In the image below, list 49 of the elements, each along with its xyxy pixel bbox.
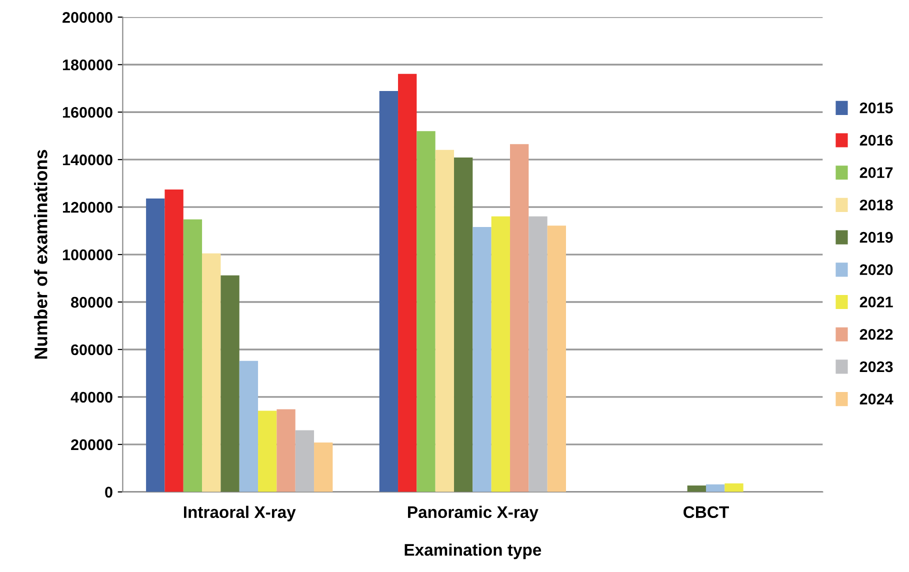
bar (416, 131, 436, 492)
y-tick-label: 60000 (71, 344, 112, 356)
x-tick-label: CBCT (684, 506, 729, 518)
x-axis-title: Examination type (404, 544, 542, 560)
y-tick-label: 80000 (71, 296, 112, 308)
y-tick-label: 100000 (62, 249, 112, 260)
bar (314, 442, 333, 492)
bar (398, 74, 417, 492)
legend-label: 2021 (860, 296, 893, 308)
x-tick-label: Panoramic X-ray (408, 506, 538, 522)
y-tick-label: 20000 (71, 439, 112, 450)
legend-label: 2016 (860, 134, 893, 146)
bar (528, 216, 548, 492)
bar (239, 360, 258, 492)
y-axis-title: Number of examinations (34, 150, 48, 359)
bar (706, 484, 725, 492)
bar (724, 483, 744, 492)
legend-label: 2018 (860, 200, 893, 210)
bar (510, 144, 529, 492)
bar (202, 253, 221, 492)
bar (379, 90, 398, 492)
bar (472, 227, 492, 492)
bar (295, 430, 314, 492)
legend-label: 2019 (860, 232, 893, 243)
bar (435, 150, 454, 492)
bar (491, 216, 510, 492)
y-tick-label: 0 (105, 486, 112, 498)
y-tick-label: 40000 (70, 392, 112, 403)
bar (164, 190, 184, 492)
legend-label: 2022 (860, 328, 893, 340)
bar (687, 486, 706, 492)
bar (183, 219, 202, 492)
y-tick-label: 120000 (62, 202, 112, 213)
bar (146, 198, 165, 492)
bar (258, 410, 277, 492)
y-tick-label: 160000 (62, 106, 112, 118)
bar (276, 409, 296, 492)
x-tick-label: Intraoral X-ray (184, 506, 296, 522)
bar (454, 157, 473, 492)
legend-label: 2020 (860, 264, 893, 276)
y-tick-label: 200000 (62, 12, 112, 23)
bar (547, 226, 566, 492)
y-tick-label: 180000 (62, 60, 112, 70)
y-tick-label: 140000 (62, 154, 112, 166)
legend-label: 2015 (860, 102, 893, 114)
legend-label: 2023 (860, 361, 893, 372)
legend-label: 2024 (860, 394, 894, 404)
bar (220, 275, 240, 492)
legend-label: 2017 (860, 167, 893, 178)
